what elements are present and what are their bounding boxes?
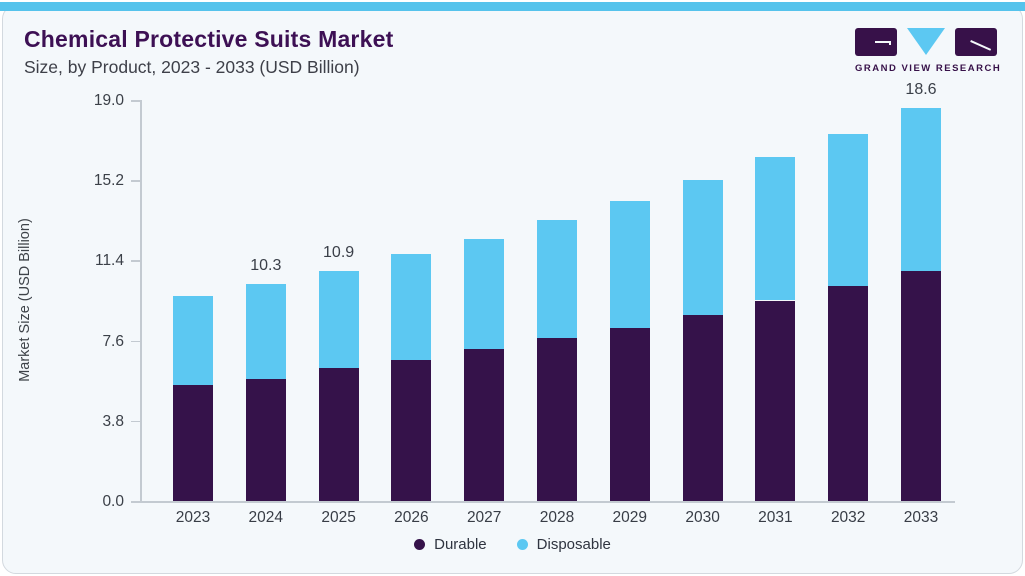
y-tick-mark [131, 501, 140, 503]
legend-label-durable: Durable [434, 536, 487, 553]
y-tick-mark [131, 420, 140, 423]
gvr-logo: GRAND VIEW RESEARCH [855, 27, 1002, 74]
bar-segment-durable-2031 [755, 300, 796, 501]
y-tick-label: 11.4 [94, 252, 124, 270]
bar-segment-durable-2025 [318, 368, 359, 501]
x-tick-label-2033: 2033 [903, 509, 939, 526]
y-axis-line [140, 100, 142, 502]
y-tick-label: 15.2 [93, 172, 124, 190]
bar-segment-disposable-2025 [318, 270, 359, 369]
logo-g-mark-icon [855, 27, 897, 56]
bar-segment-durable-2026 [391, 359, 432, 501]
bar-segment-disposable-2028 [537, 220, 577, 339]
legend-label-disposable: Disposable [536, 536, 611, 553]
gvr-logo-marks [855, 27, 997, 56]
y-tick-mark [131, 180, 140, 182]
bar-segment-disposable-2031 [755, 156, 796, 301]
x-tick-label-2029: 2029 [612, 509, 648, 526]
x-tick-label-2024: 2024 [248, 509, 284, 526]
logo-v-triangle-icon [907, 28, 945, 55]
logo-r-mark-icon [955, 27, 997, 56]
x-tick-label-2025: 2025 [321, 509, 356, 526]
x-tick-label-2030: 2030 [685, 509, 720, 526]
bar-segment-disposable-2024 [245, 283, 286, 379]
legend-item-disposable: Disposable [516, 536, 611, 553]
bar-segment-disposable-2029 [609, 201, 650, 328]
y-tick-label: 3.8 [102, 412, 124, 430]
chart-title: Chemical Protective Suits Market [24, 26, 394, 52]
x-axis-line [140, 501, 955, 503]
bar-segment-durable-2024 [245, 378, 286, 501]
y-tick-label: 7.6 [102, 332, 124, 350]
chart-subtitle: Size, by Product, 2023 - 2033 (USD Billi… [24, 57, 360, 77]
durable-legend-dot-icon [414, 539, 426, 550]
bar-segment-durable-2029 [609, 327, 650, 501]
y-axis-title: Market Size (USD Billion) [17, 218, 33, 382]
y-tick-mark [131, 260, 140, 262]
bar-segment-durable-2028 [537, 338, 577, 501]
y-tick-mark [131, 340, 140, 343]
logo-text: GRAND VIEW RESEARCH [855, 63, 1002, 74]
disposable-legend-dot-icon [516, 539, 528, 550]
bar-segment-disposable-2032 [828, 133, 869, 286]
bar-segment-disposable-2030 [682, 180, 723, 316]
x-tick-label-2028: 2028 [539, 509, 575, 526]
bar-segment-durable-2033 [901, 270, 941, 501]
bar-segment-durable-2030 [682, 315, 723, 501]
y-tick-label: 19.0 [93, 92, 124, 109]
bar-segment-disposable-2023 [173, 296, 213, 385]
legend-item-durable: Durable [414, 536, 487, 553]
x-tick-label-2023: 2023 [175, 509, 211, 526]
chart-legend: Durable Disposable [0, 536, 1025, 553]
bar-segment-disposable-2026 [391, 254, 432, 360]
bar-segment-durable-2023 [173, 384, 213, 501]
x-tick-label-2026: 2026 [394, 509, 429, 526]
y-tick-mark [131, 100, 140, 102]
bar-segment-durable-2027 [464, 349, 505, 501]
bar-total-label-2024: 10.3 [250, 256, 282, 274]
top-accent-strip [0, 2, 1025, 11]
bar-total-label-2033: 18.6 [905, 81, 937, 99]
x-tick-label-2027: 2027 [466, 509, 502, 526]
bar-segment-disposable-2027 [464, 239, 505, 350]
bar-total-label-2025: 10.9 [323, 243, 355, 261]
x-tick-label-2031: 2031 [758, 509, 793, 526]
y-tick-label: 0.0 [102, 493, 124, 510]
bar-segment-durable-2032 [828, 285, 869, 501]
x-tick-label-2032: 2032 [830, 509, 866, 526]
bar-segment-disposable-2033 [901, 108, 941, 271]
